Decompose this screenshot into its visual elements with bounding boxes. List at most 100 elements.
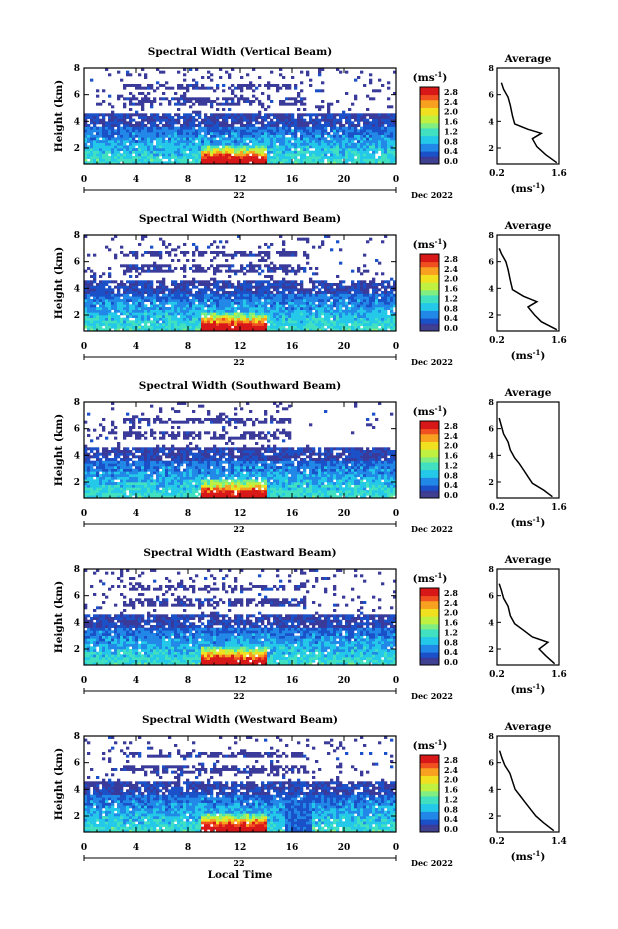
heatmap-cell bbox=[240, 288, 244, 292]
heatmap-cell bbox=[276, 328, 280, 332]
heatmap-cell bbox=[387, 113, 391, 117]
heatmap-cell bbox=[252, 126, 256, 130]
heatmap-cell bbox=[231, 285, 235, 289]
heatmap-cell bbox=[141, 280, 145, 284]
heatmap-cell bbox=[330, 323, 334, 326]
heatmap-cell bbox=[276, 161, 280, 165]
heatmap-cell bbox=[126, 455, 130, 459]
heatmap-cell bbox=[279, 264, 283, 268]
heatmap-cell bbox=[300, 317, 304, 321]
heatmap-cell bbox=[228, 307, 232, 310]
heatmap-cell bbox=[132, 304, 136, 308]
heatmap-cell bbox=[336, 137, 340, 141]
heatmap-cell bbox=[333, 142, 337, 146]
heatmap-cell bbox=[252, 269, 256, 273]
heatmap-cell bbox=[306, 137, 310, 141]
heatmap-cell bbox=[300, 150, 304, 154]
heatmap-cell bbox=[186, 132, 190, 135]
heatmap-cell bbox=[192, 116, 196, 119]
heatmap-cell bbox=[234, 315, 238, 318]
heatmap-cell bbox=[261, 315, 265, 318]
heatmap-cell bbox=[183, 129, 187, 133]
heatmap-cell bbox=[147, 137, 151, 141]
heatmap-cell bbox=[273, 323, 277, 326]
heatmap-cell bbox=[324, 132, 328, 135]
heatmap-cell bbox=[117, 296, 121, 300]
heatmap-cell bbox=[162, 161, 166, 165]
heatmap-cell bbox=[132, 315, 136, 318]
heatmap-cell bbox=[198, 140, 202, 143]
heatmap-cell bbox=[102, 490, 106, 493]
heatmap-cell bbox=[180, 86, 184, 90]
heatmap-cell bbox=[258, 161, 262, 165]
heatmap-cell bbox=[84, 235, 88, 238]
heatmap-cell bbox=[132, 484, 136, 488]
heatmap-cell bbox=[126, 463, 130, 467]
heatmap-cell bbox=[120, 126, 124, 130]
heatmap-cell bbox=[162, 132, 166, 135]
heatmap-cell bbox=[354, 328, 358, 332]
heatmap-cell bbox=[261, 153, 265, 157]
heatmap-cell bbox=[285, 153, 289, 157]
heatmap-cell bbox=[303, 304, 307, 308]
heatmap-cell bbox=[288, 161, 292, 165]
heatmap-cell bbox=[93, 113, 97, 117]
heatmap-cell bbox=[246, 269, 250, 273]
heatmap-cell bbox=[375, 323, 379, 326]
heatmap-cell bbox=[165, 124, 169, 127]
heatmap-cell bbox=[189, 325, 193, 329]
heatmap-cell bbox=[135, 415, 139, 419]
heatmap-cell bbox=[255, 299, 259, 302]
heatmap-cell bbox=[366, 142, 370, 146]
heatmap-cell bbox=[96, 89, 100, 93]
heatmap-cell bbox=[111, 482, 115, 485]
heatmap-cell bbox=[180, 116, 184, 119]
average-y-tick-label: 2 bbox=[488, 310, 494, 320]
heatmap-cell bbox=[180, 124, 184, 127]
heatmap-cell bbox=[363, 118, 367, 122]
heatmap-cell bbox=[267, 293, 271, 297]
colorbar-segment bbox=[420, 148, 439, 152]
heatmap-cell bbox=[105, 301, 109, 305]
heatmap-cell bbox=[387, 134, 391, 138]
heatmap-cell bbox=[315, 325, 319, 329]
heatmap-cell bbox=[303, 301, 307, 305]
heatmap-cell bbox=[108, 293, 112, 297]
heatmap-cell bbox=[258, 142, 262, 146]
heatmap-cell bbox=[192, 243, 196, 246]
heatmap-cell bbox=[210, 86, 214, 90]
heatmap-cell bbox=[288, 97, 292, 101]
heatmap-cell bbox=[300, 100, 304, 103]
heatmap-cell bbox=[330, 116, 334, 119]
heatmap-cell bbox=[189, 150, 193, 154]
heatmap-cell bbox=[288, 251, 292, 254]
heatmap-cell bbox=[345, 325, 349, 329]
heatmap-cell bbox=[105, 153, 109, 157]
heatmap-cell bbox=[249, 102, 253, 106]
heatmap-cell bbox=[318, 134, 322, 138]
heatmap-cell bbox=[177, 134, 181, 138]
heatmap-cell bbox=[93, 150, 97, 154]
heatmap-cell bbox=[264, 153, 268, 157]
heatmap-cell bbox=[189, 293, 193, 297]
heatmap-cell bbox=[240, 126, 244, 130]
heatmap-cell bbox=[330, 145, 334, 149]
heatmap-cell bbox=[141, 463, 145, 467]
heatmap-cell bbox=[102, 296, 106, 300]
heatmap-cell bbox=[87, 307, 91, 310]
heatmap-cell bbox=[87, 328, 91, 332]
heatmap-cell bbox=[123, 134, 127, 138]
heatmap-cell bbox=[195, 245, 199, 249]
average-title: Average bbox=[504, 220, 552, 232]
heatmap-cell bbox=[183, 68, 187, 71]
heatmap-cell bbox=[237, 132, 241, 135]
heatmap-cell bbox=[84, 153, 88, 157]
heatmap-cell bbox=[321, 132, 325, 135]
heatmap-cell bbox=[111, 153, 115, 157]
heatmap-cell bbox=[132, 161, 136, 165]
heatmap-cell bbox=[309, 304, 313, 308]
heatmap-cell bbox=[174, 267, 178, 270]
heatmap-cell bbox=[123, 291, 127, 294]
heatmap-cell bbox=[126, 84, 130, 87]
heatmap-cell bbox=[150, 102, 154, 106]
